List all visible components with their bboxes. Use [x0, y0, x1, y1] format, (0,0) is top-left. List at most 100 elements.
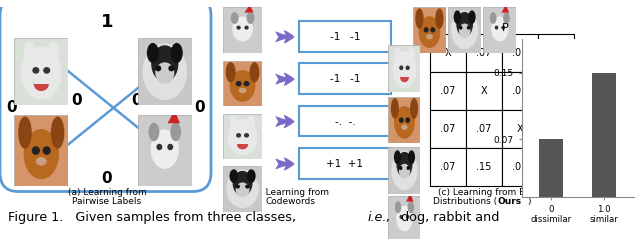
- Bar: [466, 110, 502, 148]
- Bar: [502, 34, 538, 72]
- Ellipse shape: [36, 157, 47, 166]
- Ellipse shape: [392, 151, 418, 190]
- Ellipse shape: [21, 46, 61, 100]
- FancyBboxPatch shape: [299, 148, 391, 179]
- Ellipse shape: [435, 8, 444, 29]
- Text: +1  +1: +1 +1: [326, 159, 364, 169]
- Text: -1   -1: -1 -1: [330, 32, 360, 42]
- Bar: [34, 76, 49, 84]
- Ellipse shape: [501, 26, 505, 30]
- Text: .07: .07: [440, 124, 456, 134]
- Ellipse shape: [236, 26, 241, 30]
- Ellipse shape: [244, 81, 250, 86]
- Ellipse shape: [156, 62, 174, 84]
- Ellipse shape: [226, 62, 236, 82]
- Ellipse shape: [18, 117, 32, 149]
- Text: 0: 0: [102, 171, 112, 186]
- Y-axis label: P: P: [501, 23, 508, 33]
- Bar: [430, 72, 466, 110]
- Ellipse shape: [391, 98, 399, 119]
- Text: 0: 0: [132, 93, 142, 108]
- Ellipse shape: [51, 117, 65, 149]
- Text: .07: .07: [548, 48, 564, 58]
- Ellipse shape: [399, 166, 403, 170]
- Ellipse shape: [430, 27, 435, 33]
- Ellipse shape: [237, 139, 248, 149]
- Text: (b) Learning from: (b) Learning from: [250, 188, 330, 197]
- Ellipse shape: [491, 16, 509, 41]
- Text: (c) Learning from Balanced: (c) Learning from Balanced: [438, 188, 561, 197]
- Ellipse shape: [230, 12, 239, 24]
- Polygon shape: [168, 110, 180, 123]
- Ellipse shape: [399, 117, 404, 123]
- Bar: [430, 110, 466, 148]
- Ellipse shape: [394, 106, 415, 139]
- Text: 0: 0: [72, 93, 83, 108]
- Bar: [502, 110, 538, 148]
- Text: .07: .07: [548, 124, 564, 134]
- Bar: [592, 73, 616, 197]
- Ellipse shape: [236, 81, 241, 86]
- Bar: [538, 110, 574, 148]
- Text: -.  -.: -. -.: [335, 117, 355, 127]
- Bar: [538, 34, 574, 72]
- Ellipse shape: [230, 70, 255, 102]
- Bar: [502, 72, 538, 110]
- Ellipse shape: [424, 27, 429, 33]
- Ellipse shape: [244, 133, 249, 138]
- Ellipse shape: [410, 98, 418, 119]
- Ellipse shape: [454, 10, 461, 24]
- Ellipse shape: [401, 124, 408, 130]
- Ellipse shape: [43, 67, 51, 74]
- Ellipse shape: [406, 166, 410, 170]
- Text: ): ): [527, 196, 531, 206]
- Ellipse shape: [232, 16, 253, 41]
- Ellipse shape: [230, 169, 238, 183]
- Ellipse shape: [147, 43, 159, 63]
- Bar: [400, 71, 409, 77]
- Ellipse shape: [426, 34, 433, 39]
- Ellipse shape: [244, 26, 249, 30]
- Ellipse shape: [156, 65, 161, 71]
- Ellipse shape: [151, 45, 179, 82]
- Text: .07: .07: [512, 162, 528, 172]
- Ellipse shape: [230, 115, 238, 128]
- Ellipse shape: [406, 215, 410, 219]
- Text: -1   -1: -1 -1: [330, 74, 360, 84]
- Ellipse shape: [406, 65, 410, 70]
- Ellipse shape: [415, 8, 424, 29]
- Bar: [538, 148, 574, 186]
- Text: X: X: [553, 162, 559, 172]
- Ellipse shape: [32, 146, 40, 155]
- Bar: [538, 72, 574, 110]
- Ellipse shape: [468, 10, 476, 24]
- Ellipse shape: [405, 117, 410, 123]
- Ellipse shape: [459, 23, 470, 38]
- Ellipse shape: [24, 129, 59, 179]
- FancyBboxPatch shape: [299, 106, 391, 136]
- Ellipse shape: [490, 12, 497, 24]
- Ellipse shape: [233, 171, 252, 196]
- Polygon shape: [502, 5, 509, 13]
- Text: .07: .07: [440, 86, 456, 96]
- Ellipse shape: [394, 47, 401, 60]
- Bar: [466, 72, 502, 110]
- Ellipse shape: [396, 206, 413, 231]
- Ellipse shape: [395, 201, 401, 213]
- Polygon shape: [244, 5, 253, 13]
- Ellipse shape: [143, 43, 187, 100]
- Ellipse shape: [43, 146, 51, 155]
- Ellipse shape: [503, 12, 510, 24]
- Ellipse shape: [143, 125, 186, 181]
- Ellipse shape: [227, 14, 258, 49]
- Bar: [502, 148, 538, 186]
- Text: .07: .07: [476, 124, 492, 134]
- Text: Pairwise Labels: Pairwise Labels: [72, 196, 141, 206]
- Ellipse shape: [467, 26, 470, 30]
- Ellipse shape: [394, 150, 401, 164]
- Ellipse shape: [148, 123, 159, 141]
- Bar: [539, 139, 563, 197]
- Text: .15: .15: [476, 162, 492, 172]
- Ellipse shape: [236, 133, 241, 138]
- Ellipse shape: [150, 130, 179, 169]
